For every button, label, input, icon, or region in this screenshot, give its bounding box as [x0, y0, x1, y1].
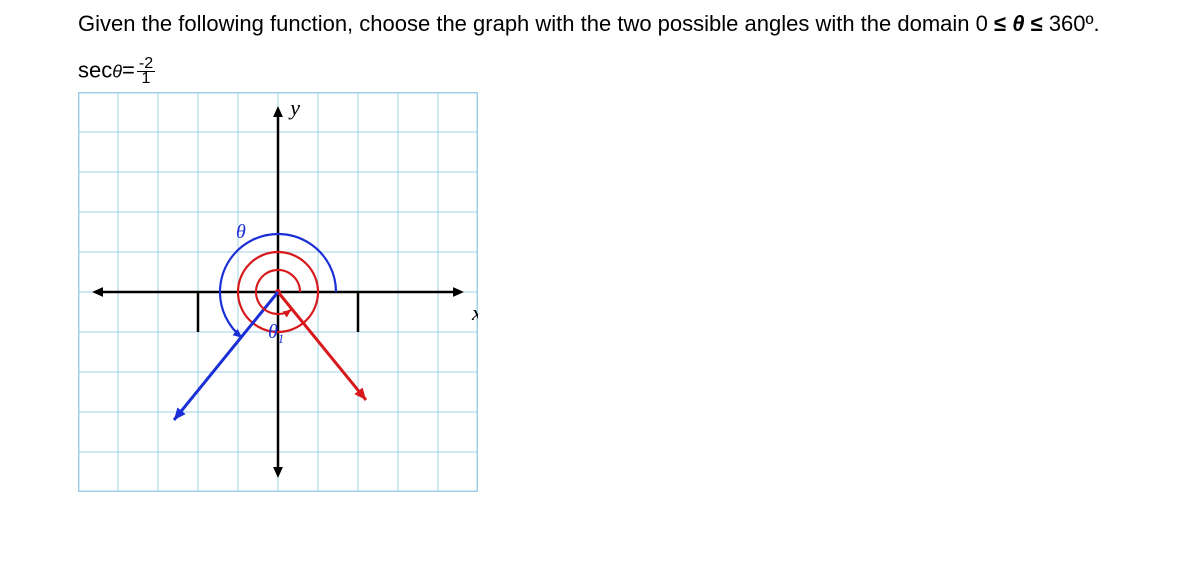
eq-fraction: -21 — [137, 57, 155, 86]
question-text: Given the following function, choose the… — [78, 10, 1200, 39]
question-prefix: Given the following function, choose the… — [78, 11, 994, 36]
question-suffix: 360º. — [1049, 11, 1100, 36]
eq-den: 1 — [137, 72, 155, 86]
svg-text:θ: θ — [236, 221, 246, 243]
theta-symbol: θ — [1012, 11, 1024, 36]
eq-func: sec — [78, 57, 112, 82]
eq-var: θ — [112, 61, 122, 81]
le-symbol-2: ≤ — [1031, 11, 1043, 36]
svg-text:x: x — [471, 300, 478, 325]
le-symbol-1: ≤ — [994, 11, 1006, 36]
svg-text:y: y — [288, 95, 300, 120]
page: Given the following function, choose the… — [0, 0, 1200, 587]
equation: secθ=-21 — [78, 57, 1200, 86]
eq-equals: = — [122, 57, 135, 82]
graph: yxθθ1 — [78, 92, 478, 492]
graph-svg: yxθθ1 — [78, 92, 478, 492]
